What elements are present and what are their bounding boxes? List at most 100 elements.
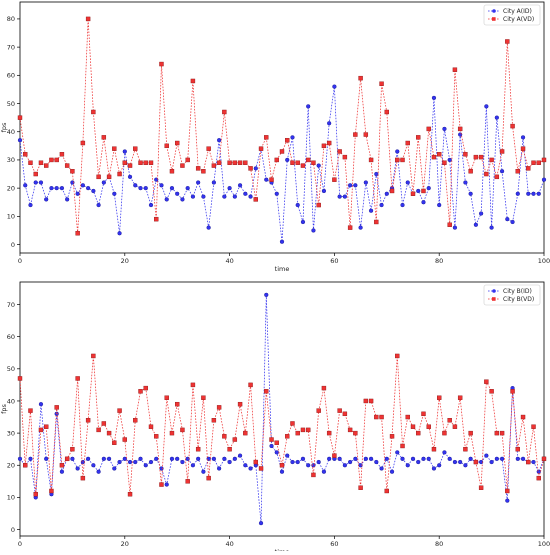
- data-point: [80, 140, 86, 146]
- data-point: [44, 424, 49, 429]
- data-point: [196, 180, 201, 185]
- data-point: [201, 395, 206, 400]
- data-point: [442, 430, 447, 436]
- data-point: [59, 186, 65, 191]
- data-point: [17, 115, 23, 120]
- data-point: [195, 446, 201, 452]
- data-point: [248, 166, 253, 171]
- data-point: [80, 475, 86, 481]
- data-point: [148, 160, 154, 165]
- data-point: [342, 154, 348, 160]
- data-point: [133, 459, 138, 465]
- data-point: [232, 194, 237, 199]
- data-point: [463, 446, 468, 452]
- data-point: [311, 228, 316, 233]
- data-point: [85, 418, 91, 423]
- data-point: [541, 157, 547, 163]
- data-point: [452, 225, 458, 230]
- data-point: [28, 202, 33, 208]
- data-point: [258, 466, 264, 471]
- data-point: [274, 450, 279, 455]
- data-point: [300, 219, 306, 225]
- data-point: [489, 459, 494, 465]
- data-point: [321, 385, 327, 391]
- series-2: [17, 16, 547, 236]
- data-point: [400, 157, 405, 163]
- data-point: [227, 160, 232, 165]
- data-point: [384, 109, 389, 115]
- data-point: [154, 216, 159, 222]
- data-point: [96, 469, 101, 474]
- data-point: [232, 437, 238, 442]
- data-point: [70, 446, 75, 452]
- data-point: [510, 219, 515, 225]
- x-tick-label: 0: [18, 257, 22, 265]
- data-point: [468, 169, 473, 174]
- data-point: [190, 463, 196, 468]
- data-point: [86, 186, 91, 191]
- data-point: [28, 456, 33, 461]
- data-point: [159, 183, 164, 188]
- data-point: [321, 143, 327, 149]
- data-point: [452, 424, 458, 429]
- data-point: [264, 389, 269, 394]
- data-point: [311, 160, 316, 165]
- data-point: [515, 456, 520, 461]
- data-point: [75, 231, 80, 236]
- data-point: [332, 84, 337, 89]
- x-tick-label: 60: [330, 257, 338, 265]
- data-point: [426, 186, 431, 191]
- data-point: [447, 456, 452, 461]
- data-point: [159, 482, 164, 487]
- data-point: [306, 427, 311, 433]
- data-point: [510, 389, 515, 394]
- y-tick-label: 50: [7, 100, 15, 108]
- data-point: [300, 163, 306, 168]
- data-point: [405, 463, 410, 468]
- legend-label: City A(VD): [503, 16, 534, 23]
- data-point: [431, 95, 437, 100]
- data-point: [321, 469, 327, 474]
- data-point: [127, 492, 133, 497]
- data-point: [400, 443, 405, 449]
- data-point: [410, 191, 416, 196]
- data-point: [363, 132, 369, 137]
- data-point: [326, 430, 332, 436]
- data-point: [101, 456, 106, 461]
- y-tick-label: 0: [11, 241, 15, 249]
- data-point: [431, 154, 437, 160]
- y-tick-label: 20: [7, 184, 15, 192]
- data-point: [216, 405, 222, 410]
- data-point: [327, 121, 332, 126]
- x-tick-label: 80: [435, 257, 443, 265]
- data-point: [258, 521, 264, 526]
- data-point: [222, 456, 227, 461]
- data-point: [75, 376, 80, 381]
- data-point: [33, 180, 38, 185]
- data-point: [353, 183, 358, 188]
- data-point: [253, 166, 258, 171]
- data-point: [164, 143, 169, 149]
- data-point: [279, 463, 285, 468]
- data-point: [201, 169, 206, 174]
- data-point: [379, 466, 384, 471]
- y-tick-label: 30: [7, 429, 15, 437]
- y-tick-label: 60: [7, 333, 15, 341]
- data-point: [484, 104, 489, 109]
- data-point: [59, 469, 65, 474]
- data-point: [342, 463, 347, 468]
- data-point: [337, 456, 342, 461]
- data-point: [416, 135, 421, 140]
- data-point: [447, 157, 452, 163]
- data-point: [494, 456, 499, 461]
- data-point: [122, 160, 128, 165]
- data-point: [526, 459, 531, 465]
- x-tick-label: 40: [225, 540, 233, 548]
- data-point: [49, 186, 54, 191]
- data-point: [489, 225, 494, 230]
- data-point: [28, 160, 33, 165]
- data-point: [127, 174, 133, 179]
- data-point: [143, 160, 148, 165]
- data-point: [143, 463, 148, 468]
